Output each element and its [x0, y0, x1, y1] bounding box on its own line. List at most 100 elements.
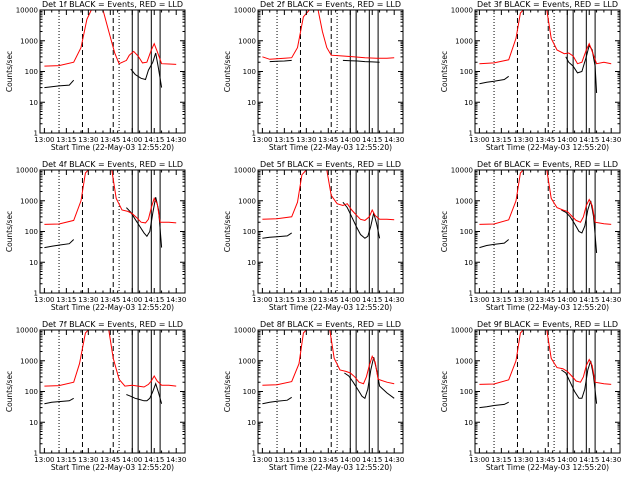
- lld-series-line: [44, 330, 177, 388]
- chart-panel-7: Det 7f BLACK = Events, RED = LLD 1 10 100 10…: [5, 320, 186, 472]
- x-tick-label: 14:00: [557, 136, 577, 144]
- chart-panel-4: Det 4f BLACK = Events, RED = LLD 1 10 100 10…: [5, 160, 186, 312]
- y-tick-label: 10000: [451, 7, 473, 15]
- x-tick-label: 13:15: [56, 136, 76, 144]
- x-tick-label: 13:15: [274, 136, 294, 144]
- x-axis-label: Start Time (22-May-03 12:55:20): [486, 303, 609, 312]
- lld-series-line: [479, 170, 612, 225]
- x-tick-label: 13:45: [535, 296, 555, 304]
- y-tick-label: 10000: [234, 327, 256, 335]
- events-series-line: [130, 52, 163, 88]
- chart-panel-9: Det 9f BLACK = Events, RED = LLD 1 10 100 10…: [440, 320, 621, 472]
- x-tick-label: 14:30: [601, 136, 621, 144]
- y-tick-label: 10: [464, 419, 473, 427]
- y-tick-label: 1: [252, 450, 256, 458]
- x-tick-label: 14:15: [579, 296, 599, 304]
- y-tick-label: 10: [464, 259, 473, 267]
- y-tick-label: 10000: [16, 327, 38, 335]
- y-tick-label: 1000: [238, 37, 256, 45]
- events-series-line: [126, 382, 163, 404]
- x-tick-label: 13:30: [296, 456, 316, 464]
- panel-title: Det 4f BLACK = Events, RED = LLD: [42, 160, 183, 169]
- y-tick-label: 1: [469, 130, 473, 138]
- x-tick-label: 14:00: [122, 296, 142, 304]
- x-axis-label: Start Time (22-May-03 12:55:20): [269, 303, 392, 312]
- chart-panel-1: Det 1f BLACK = Events, RED = LLD 1 10 100 10…: [5, 0, 186, 152]
- y-tick-label: 1000: [238, 197, 256, 205]
- x-tick-label: 13:00: [252, 136, 272, 144]
- x-tick-label: 14:15: [362, 136, 382, 144]
- x-axis-label: Start Time (22-May-03 12:55:20): [486, 463, 609, 472]
- events-series-line: [126, 197, 163, 248]
- x-tick-label: 13:00: [469, 136, 489, 144]
- y-tick-label: 1000: [455, 197, 473, 205]
- x-tick-label: 14:15: [579, 136, 599, 144]
- events-series-line: [262, 396, 292, 405]
- x-tick-label: 13:45: [318, 456, 338, 464]
- x-tick-label: 13:45: [535, 456, 555, 464]
- y-tick-label: 1000: [455, 357, 473, 365]
- x-tick-label: 13:30: [513, 456, 533, 464]
- x-tick-label: 13:00: [469, 456, 489, 464]
- y-tick-label: 100: [243, 68, 256, 76]
- x-tick-label: 13:30: [78, 456, 98, 464]
- events-series-line: [565, 44, 598, 94]
- chart-panel-3: Det 3f BLACK = Events, RED = LLD 1 10 100 10…: [440, 0, 621, 152]
- y-tick-label: 10: [464, 99, 473, 107]
- x-tick-label: 13:15: [56, 296, 76, 304]
- plot-frame: [474, 169, 621, 294]
- events-series-line: [344, 357, 395, 400]
- x-tick-label: 13:30: [296, 296, 316, 304]
- x-tick-label: 14:15: [579, 456, 599, 464]
- x-tick-label: 14:30: [166, 296, 186, 304]
- plot-frame: [39, 169, 186, 294]
- y-tick-label: 1: [469, 450, 473, 458]
- y-tick-label: 100: [460, 68, 473, 76]
- plot-frame: [474, 9, 621, 134]
- y-tick-label: 1: [34, 130, 38, 138]
- x-tick-label: 13:15: [491, 456, 511, 464]
- x-tick-label: 14:00: [557, 296, 577, 304]
- events-series-line: [262, 232, 292, 239]
- y-axis-label: Counts/sec: [5, 371, 14, 412]
- x-axis-label: Start Time (22-May-03 12:55:20): [486, 143, 609, 152]
- x-tick-label: 13:00: [252, 456, 272, 464]
- x-tick-label: 14:30: [384, 296, 404, 304]
- y-tick-label: 10000: [16, 167, 38, 175]
- x-tick-label: 14:30: [601, 296, 621, 304]
- y-axis-label: Counts/sec: [5, 51, 14, 92]
- x-tick-label: 14:00: [122, 136, 142, 144]
- x-tick-label: 14:30: [384, 136, 404, 144]
- y-tick-label: 10: [247, 259, 256, 267]
- x-tick-label: 13:00: [469, 296, 489, 304]
- y-tick-label: 10000: [451, 327, 473, 335]
- y-tick-label: 10: [247, 99, 256, 107]
- y-tick-label: 1000: [455, 37, 473, 45]
- y-axis-label: Counts/sec: [223, 371, 232, 412]
- events-series-line: [561, 360, 598, 404]
- plot-frame: [39, 9, 186, 134]
- plot-frame: [257, 329, 404, 454]
- panel-title: Det 7f BLACK = Events, RED = LLD: [42, 320, 183, 329]
- x-tick-label: 13:30: [78, 296, 98, 304]
- plot-frame: [39, 329, 186, 454]
- x-tick-label: 14:15: [362, 456, 382, 464]
- y-axis-label: Counts/sec: [440, 51, 449, 92]
- x-tick-label: 13:00: [34, 296, 54, 304]
- y-tick-label: 10000: [234, 7, 256, 15]
- x-tick-label: 14:30: [601, 456, 621, 464]
- y-axis-label: Counts/sec: [440, 211, 449, 252]
- x-axis-label: Start Time (22-May-03 12:55:20): [51, 143, 174, 152]
- y-tick-label: 100: [460, 228, 473, 236]
- y-tick-label: 1: [252, 130, 256, 138]
- x-tick-label: 13:00: [252, 296, 272, 304]
- y-tick-label: 100: [243, 388, 256, 396]
- chart-panel-8: Det 8f BLACK = Events, RED = LLD 1 10 100 10…: [223, 320, 404, 472]
- x-tick-label: 14:00: [340, 296, 360, 304]
- x-tick-label: 13:00: [34, 136, 54, 144]
- x-tick-label: 13:00: [34, 456, 54, 464]
- events-series-line: [342, 201, 381, 239]
- x-tick-label: 13:15: [274, 296, 294, 304]
- x-tick-label: 13:30: [78, 136, 98, 144]
